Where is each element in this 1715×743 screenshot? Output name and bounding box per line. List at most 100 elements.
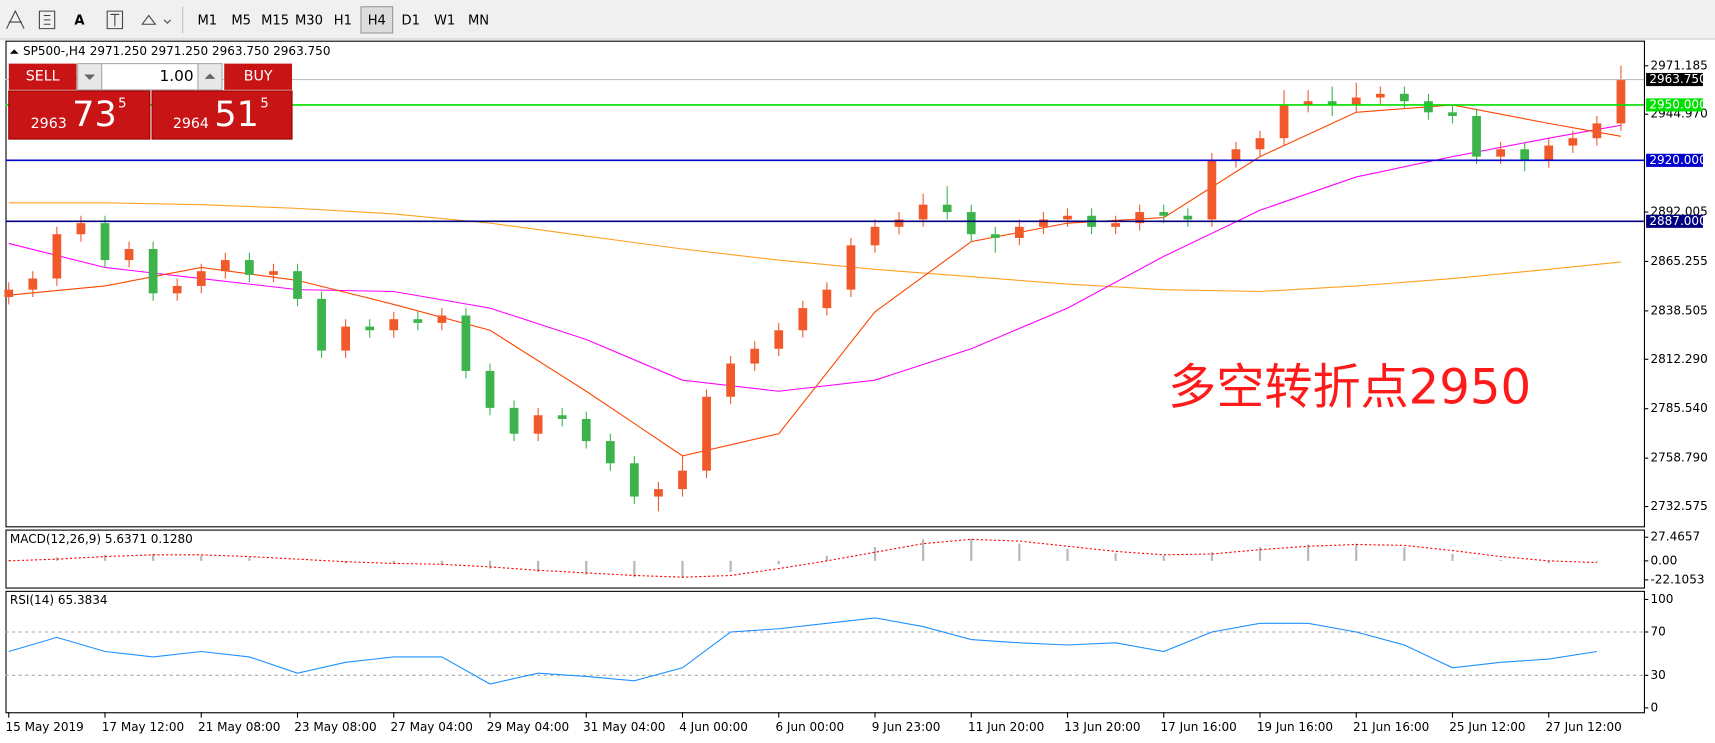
x-tick-label: 21 May 08:00 (198, 720, 280, 734)
x-tick-label: 6 Jun 00:00 (775, 720, 844, 734)
main-chart: 2971.1852944.9702892.0052865.2552838.505… (4, 58, 1708, 513)
tool-arrow-icon[interactable] (141, 14, 172, 25)
bid-pips: 73 (72, 95, 117, 135)
x-tick-label: 25 Jun 12:00 (1449, 720, 1525, 734)
tool-label-icon[interactable] (106, 10, 124, 30)
timeframe-label[interactable]: H4 (368, 13, 386, 28)
level-label-bg (1646, 214, 1703, 228)
x-tick-label: 13 Jun 20:00 (1064, 720, 1140, 734)
candle-body (28, 278, 38, 290)
candle-body (413, 319, 423, 323)
candle-body (172, 285, 182, 294)
candle-body (245, 260, 254, 275)
x-tick-label: 19 Jun 16:00 (1257, 720, 1333, 734)
candle-body (798, 308, 808, 331)
x-tick-label: 31 May 04:00 (583, 720, 665, 734)
y-tick-label: 0.00 (1650, 553, 1677, 567)
candle-body (1592, 123, 1602, 139)
indicator-title: RSI(14) 65.3834 (10, 593, 108, 607)
y-tick-label: 2865.255 (1650, 254, 1707, 268)
bid-box[interactable] (8, 90, 151, 140)
candle-body (1159, 212, 1169, 216)
candle-body (918, 204, 928, 220)
y-tick-label: 2785.540 (1650, 401, 1707, 415)
candle-body (605, 441, 615, 464)
collapse-icon[interactable] (9, 49, 19, 54)
timeframe-label[interactable]: M15 (261, 13, 289, 28)
timeframe-label[interactable]: M30 (295, 13, 323, 28)
candle-body (557, 415, 567, 419)
candle-body (100, 223, 110, 261)
candle-body (341, 326, 350, 351)
candle-body (1015, 226, 1024, 238)
candle-body (148, 249, 158, 294)
timeframes: M1 M5 M15 M30 H1 H4 D1 W1 MN (197, 6, 489, 34)
timeframe-label[interactable]: H1 (334, 13, 352, 28)
candle-body (1303, 101, 1313, 105)
x-tick-label: 17 May 12:00 (102, 720, 184, 734)
candle-body (1111, 223, 1120, 227)
buy-button[interactable] (224, 63, 293, 90)
sell-label[interactable]: SELL (26, 69, 60, 85)
candle-body (1039, 219, 1048, 227)
tool-icon[interactable] (38, 10, 56, 30)
candle-body (942, 204, 952, 213)
y-tick-label: 100 (1650, 592, 1673, 606)
y-tick-label: 30 (1650, 668, 1665, 682)
toolbar: A M1 M5 M15 M30 H1 H4 D1 W1 MN (0, 0, 1715, 40)
candle-body (822, 289, 832, 309)
y-tick-label: 70 (1650, 624, 1665, 638)
y-tick-label: 2838.505 (1650, 303, 1707, 317)
candle-body (509, 407, 519, 434)
drawing-tools: A (6, 6, 184, 33)
x-tick-label: 4 Jun 00:00 (679, 720, 748, 734)
timeframe-label[interactable]: MN (468, 13, 489, 28)
y-tick-label: 27.4657 (1650, 530, 1700, 544)
timeframe-button[interactable] (360, 6, 394, 34)
one-click-trading: SELL 1.00 BUY 2963 73 5 2964 51 5 (8, 63, 293, 140)
sell-button[interactable] (8, 63, 77, 90)
x-tick-label: 29 May 04:00 (487, 720, 569, 734)
y-tick-label: 2971.185 (1650, 58, 1707, 72)
candle-body (1424, 101, 1433, 113)
lot-input[interactable] (101, 63, 199, 91)
candle-body (1520, 149, 1530, 161)
y-tick-label: 2812.290 (1650, 352, 1707, 366)
timeframe-label[interactable]: M5 (231, 13, 251, 28)
indicator-title: MACD(12,26,9) 5.6371 0.1280 (10, 532, 193, 546)
candle-body (846, 245, 856, 290)
moving-average (8, 104, 1622, 457)
tool-icon[interactable] (6, 9, 25, 29)
y-tick-label: 0 (1650, 700, 1658, 714)
ask-box[interactable] (151, 90, 293, 140)
ask-pips: 51 (214, 95, 259, 135)
macd-panel (5, 529, 1645, 589)
candle-body (990, 234, 1000, 238)
candle-body (1544, 145, 1554, 161)
x-tick-label: 17 Jun 16:00 (1160, 720, 1236, 734)
timeframe-label[interactable]: D1 (401, 13, 419, 28)
y-tick-label: 2732.575 (1650, 499, 1707, 513)
candle-body (485, 370, 495, 408)
moving-average (8, 202, 1621, 293)
candle-body (196, 271, 206, 286)
candle-body (1207, 160, 1217, 220)
candle-body (1448, 112, 1457, 117)
buy-label[interactable]: BUY (244, 69, 273, 85)
lot-value[interactable]: 1.00 (160, 67, 194, 85)
level-label: 2920.000 (1649, 153, 1706, 167)
candle-body (1327, 101, 1337, 105)
timeframe-label[interactable]: W1 (434, 13, 455, 28)
x-tick-label: 23 May 08:00 (294, 720, 376, 734)
tool-text-icon[interactable]: A (74, 13, 85, 28)
candle-body (1400, 93, 1409, 102)
current-price-bg (1646, 72, 1703, 87)
candle-body (1255, 138, 1265, 150)
y-tick-label: -22.1053 (1650, 572, 1704, 586)
candle-body (1472, 116, 1481, 157)
candle-body (533, 415, 543, 434)
candle-body (1351, 97, 1361, 105)
timeframe-label[interactable]: M1 (197, 13, 217, 28)
rsi-line (8, 617, 1597, 685)
toolbar-bg (0, 0, 1715, 40)
